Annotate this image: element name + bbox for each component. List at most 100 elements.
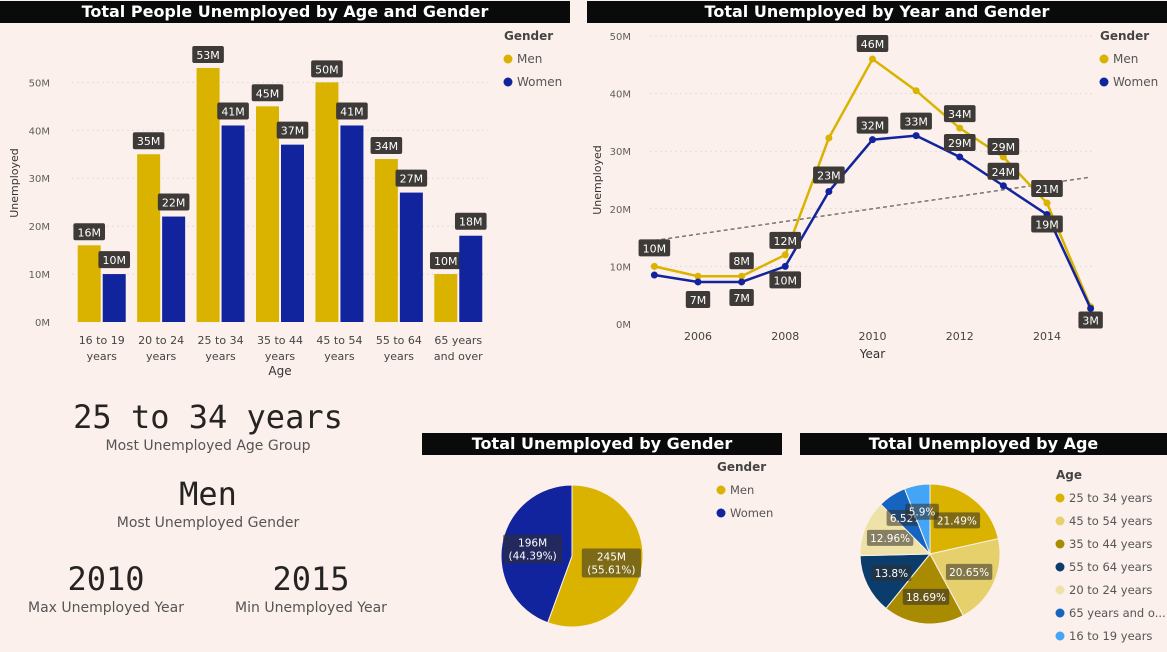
data-label-bg <box>900 112 932 130</box>
bar-men <box>434 274 458 322</box>
x-tick-label: years <box>146 350 177 363</box>
data-label: 41M <box>221 105 245 118</box>
legend-title: Gender <box>504 29 553 43</box>
gender-pie-chart[interactable]: 245M(55.61%) 196M(44.39%) Gender Men Women <box>422 456 784 652</box>
age-pie-title: Total Unemployed by Age <box>800 433 1167 455</box>
bar-men <box>137 154 161 322</box>
legend-item: Women <box>730 506 773 520</box>
point-women <box>694 278 702 286</box>
data-label: 24M <box>992 166 1016 179</box>
data-label-bg <box>1031 215 1063 233</box>
legend-marker <box>503 77 513 87</box>
data-label: 37M <box>281 125 305 138</box>
legend-marker <box>716 508 726 518</box>
point-women <box>912 132 920 140</box>
data-label-bg <box>1031 180 1063 198</box>
legend-marker <box>1099 77 1109 87</box>
kpi-max-year-label: Max Unemployed Year <box>28 600 184 616</box>
legend-marker <box>1055 516 1065 526</box>
slice-label-bg <box>866 529 914 546</box>
y-tick-label: 40M <box>610 90 631 101</box>
data-label-bg <box>856 35 889 53</box>
data-label-bg <box>370 137 403 155</box>
y-tick-label: 10M <box>29 270 50 281</box>
point-men <box>999 153 1007 161</box>
data-label: 12M <box>773 235 797 248</box>
legend-title: Gender <box>1100 29 1149 43</box>
legend-marker <box>716 485 726 495</box>
data-label: 27M <box>400 173 424 186</box>
data-label: 7M <box>690 294 707 307</box>
kpi-age-group: 25 to 34 years Most Unemployed Age Group <box>60 398 356 454</box>
data-label: 46M <box>861 38 885 51</box>
x-tick-label: 55 to 64 <box>376 334 422 347</box>
kpi-age-group-value: 25 to 34 years <box>73 398 343 436</box>
x-axis-label: Year <box>859 347 885 361</box>
data-label-bg <box>98 251 131 269</box>
x-tick-label: 2014 <box>1033 330 1061 343</box>
legend-item: 65 years and o... <box>1069 606 1166 620</box>
x-tick-label: 25 to 34 <box>198 334 244 347</box>
data-label: 21M <box>1035 183 1059 196</box>
line-women <box>654 134 1092 309</box>
bar-chart-title: Total People Unemployed by Age and Gende… <box>0 1 570 23</box>
point-men <box>738 272 746 280</box>
slice-label-bg <box>581 548 641 578</box>
legend-item: 20 to 24 years <box>1069 583 1152 597</box>
x-tick-label: years <box>205 350 236 363</box>
y-axis-label: Unemployed <box>8 148 21 218</box>
point-men <box>912 87 920 95</box>
data-label-bg <box>813 166 845 184</box>
y-tick-label: 50M <box>610 32 631 43</box>
data-label-bg <box>729 288 754 306</box>
data-label: 29M <box>948 137 972 150</box>
data-label: 32M <box>861 120 885 133</box>
data-label: 10M <box>434 255 458 268</box>
slice-label: (44.39%) <box>508 551 556 563</box>
data-label-bg <box>454 212 487 230</box>
legend-marker <box>1055 585 1065 595</box>
data-label-bg <box>943 133 976 151</box>
slice-label: 12.96% <box>870 533 910 545</box>
slice-label-bg <box>905 503 939 520</box>
point-men <box>956 124 964 132</box>
data-label-bg <box>157 193 190 211</box>
legend-item: Men <box>730 483 754 497</box>
legend-marker <box>1099 54 1109 64</box>
line-chart-title: Total Unemployed by Year and Gender <box>587 1 1167 23</box>
data-label: 23M <box>817 170 841 183</box>
kpi-min-year-label: Min Unemployed Year <box>235 600 387 616</box>
year-gender-line-chart[interactable]: 0M 10M 20M 30M 40M 50M Unemployed 2006 2008 2010 2… <box>585 24 1167 364</box>
point-women <box>999 182 1007 190</box>
legend-item: Women <box>517 75 562 89</box>
data-label: 34M <box>948 108 972 121</box>
kpi-gender: Men Most Unemployed Gender <box>60 475 356 531</box>
data-label: 41M <box>340 105 364 118</box>
bar-men <box>196 67 220 322</box>
legend-title: Age <box>1056 468 1082 482</box>
slice-label-bg <box>933 512 981 529</box>
point-women <box>825 188 833 196</box>
data-label: 45M <box>256 87 280 100</box>
data-label-bg <box>943 105 976 123</box>
kpi-age-group-label: Most Unemployed Age Group <box>105 438 311 454</box>
legend-item: 55 to 64 years <box>1069 560 1152 574</box>
legend-marker <box>1055 562 1065 572</box>
legend-item: Men <box>517 52 542 66</box>
slice-label-bg <box>902 588 950 605</box>
age-gender-bar-chart[interactable]: 0M 10M 20M 30M 40M 50M Unemployed 16M 10M 16 to 1… <box>0 24 575 384</box>
y-tick-label: 50M <box>29 78 50 89</box>
x-tick-label: 2006 <box>684 330 712 343</box>
legend-marker <box>1055 608 1065 618</box>
x-tick-label: 20 to 24 <box>138 334 184 347</box>
kpi-min-year: 2015 Min Unemployed Year <box>226 560 396 616</box>
data-label-bg <box>685 290 711 308</box>
bar-men <box>256 106 279 322</box>
kpi-min-year-value: 2015 <box>272 560 350 598</box>
x-tick-label: years <box>87 350 118 363</box>
bar-women <box>162 216 186 322</box>
data-label-bg <box>217 102 249 120</box>
age-pie-chart[interactable]: 21.49%20.65%18.69%13.8%12.96%6.52%5.9%Ag… <box>800 456 1167 652</box>
data-label-bg <box>311 60 343 78</box>
